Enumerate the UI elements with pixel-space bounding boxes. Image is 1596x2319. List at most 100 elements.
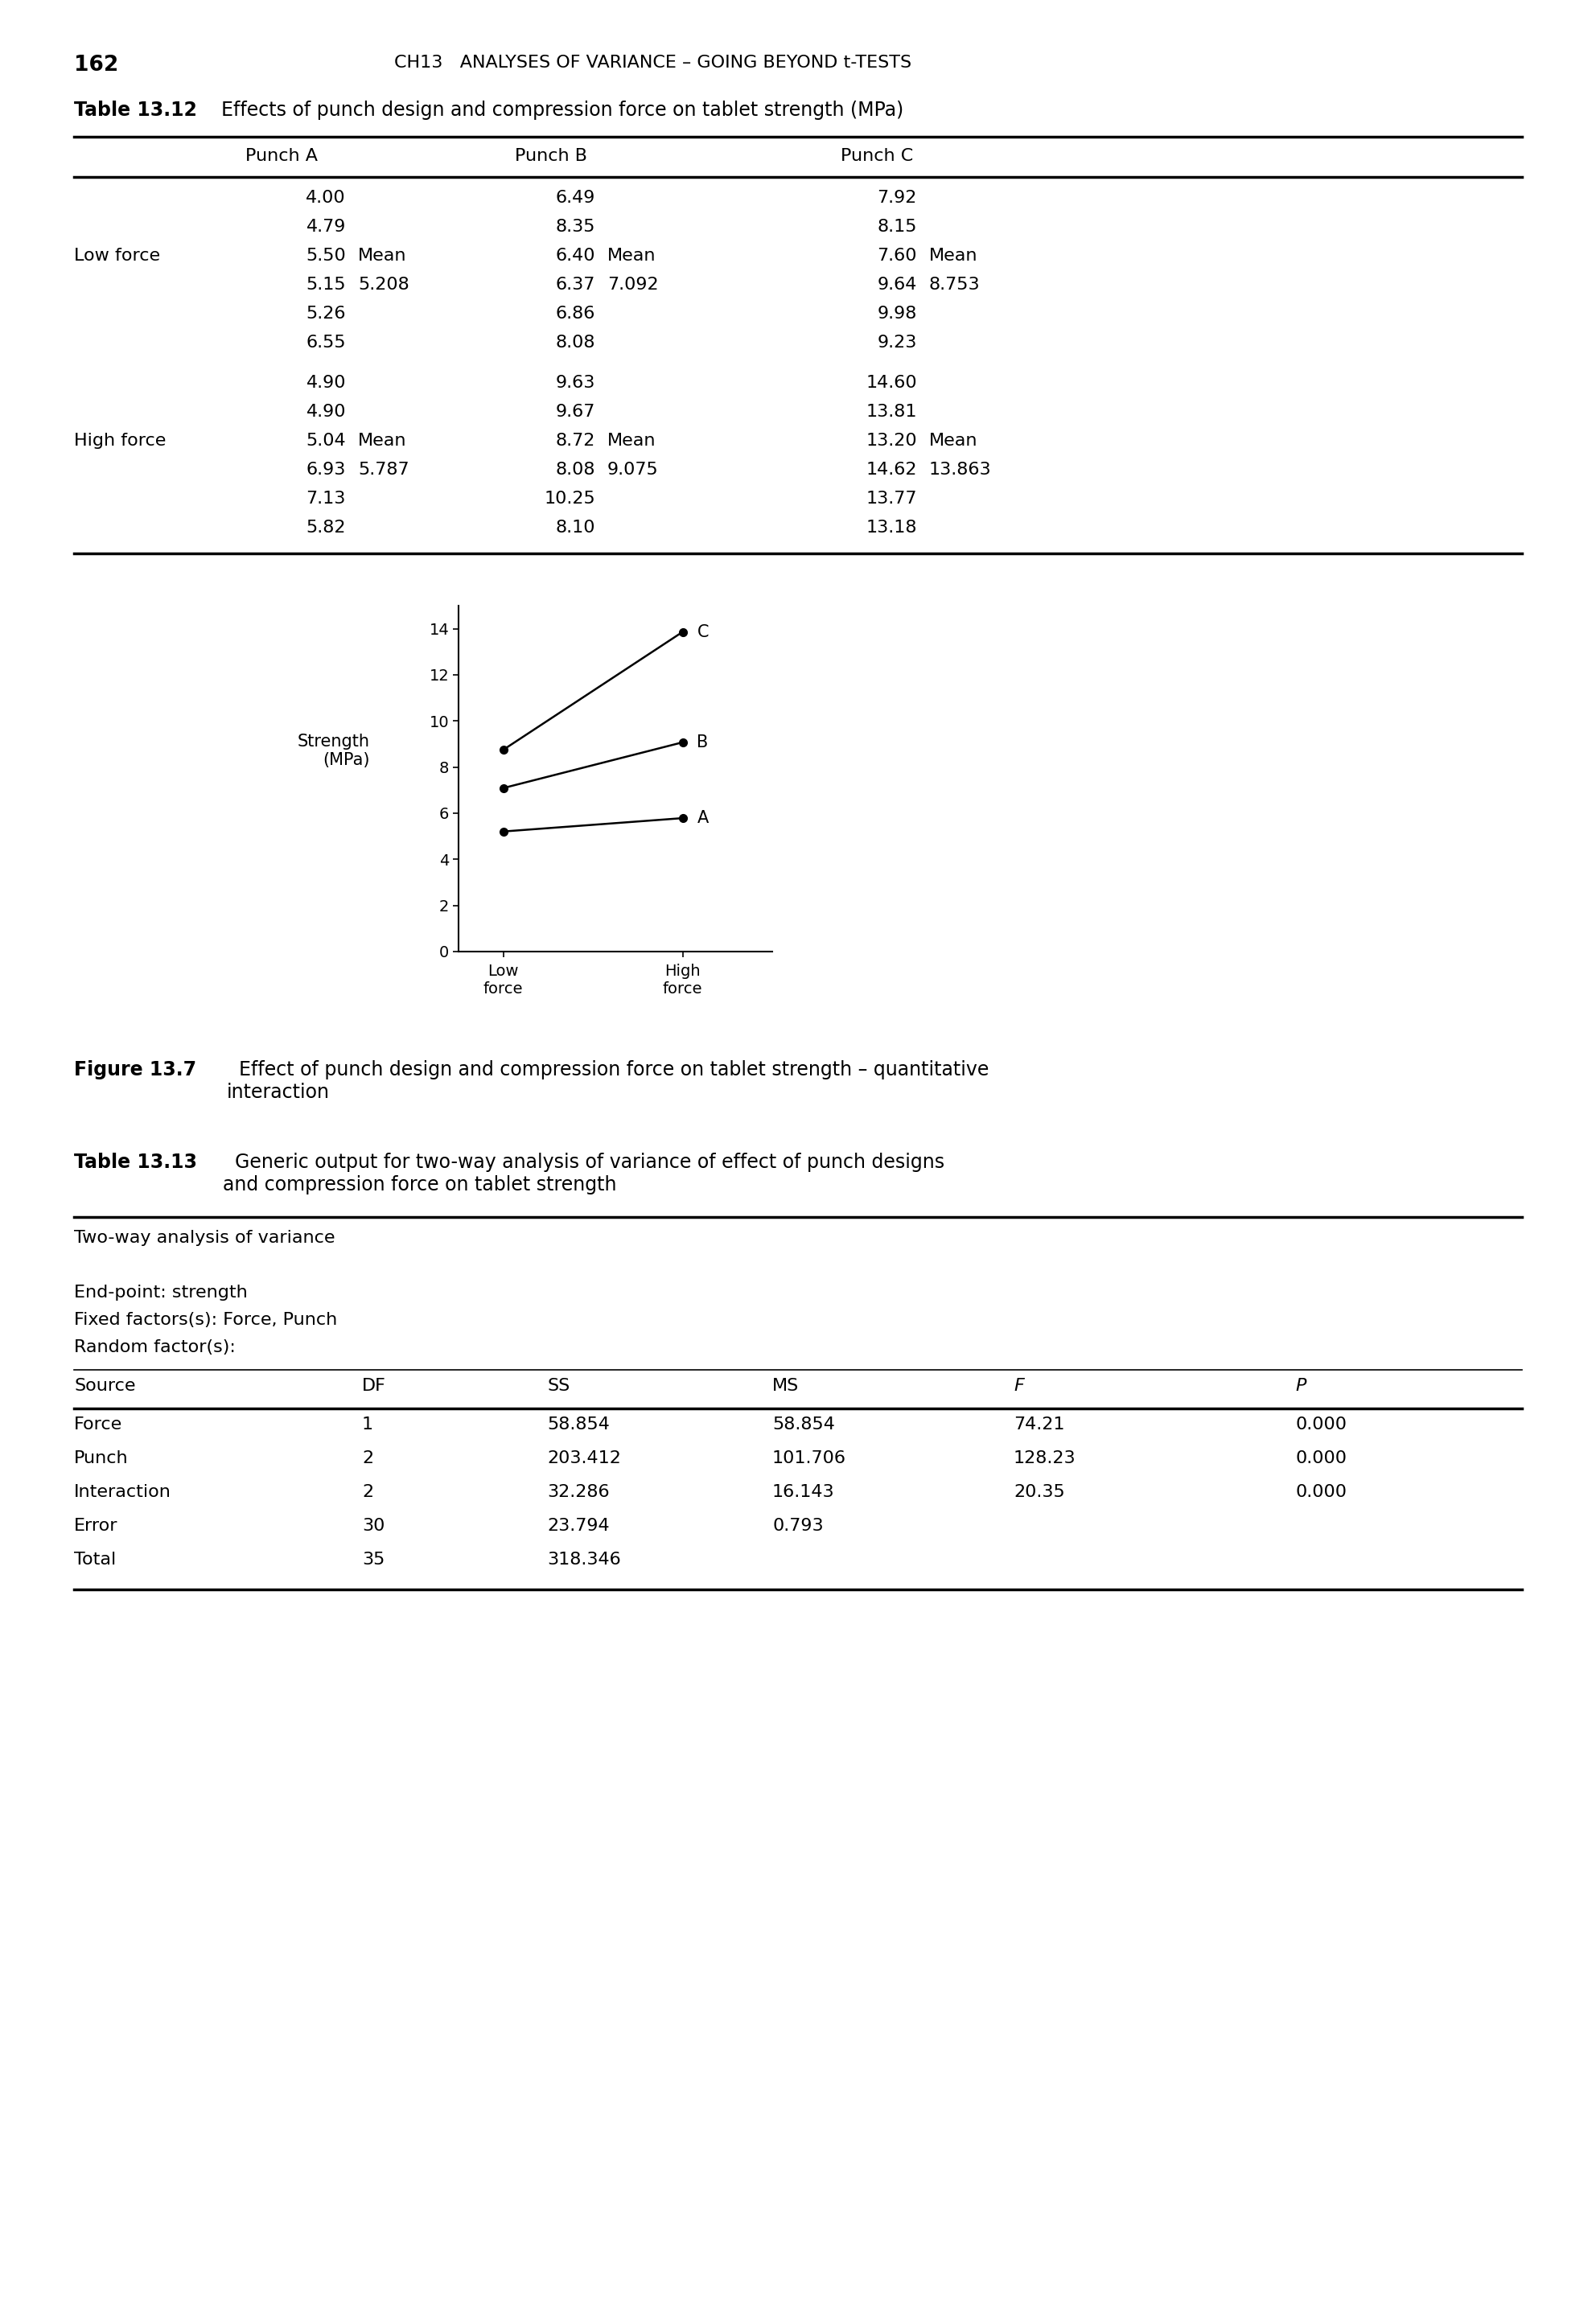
Text: 6.37: 6.37: [555, 276, 595, 292]
Text: Table 13.13: Table 13.13: [73, 1153, 196, 1171]
Text: 35: 35: [362, 1551, 385, 1568]
Text: Effect of punch design and compression force on tablet strength – quantitative
i: Effect of punch design and compression f…: [227, 1060, 990, 1102]
Text: 8.10: 8.10: [555, 519, 595, 536]
Text: 8.753: 8.753: [929, 276, 980, 292]
Text: 13.77: 13.77: [867, 492, 918, 508]
Text: 14.60: 14.60: [867, 376, 918, 392]
Text: Punch C: Punch C: [841, 148, 913, 165]
Text: 6.86: 6.86: [555, 306, 595, 322]
Text: 1: 1: [362, 1417, 373, 1433]
Text: 9.075: 9.075: [608, 461, 659, 478]
Text: 0.793: 0.793: [772, 1519, 824, 1533]
Text: 101.706: 101.706: [772, 1449, 846, 1466]
Text: Mean: Mean: [929, 434, 978, 450]
Text: Mean: Mean: [608, 434, 656, 450]
Text: Punch: Punch: [73, 1449, 128, 1466]
Text: 16.143: 16.143: [772, 1484, 835, 1500]
Text: 6.49: 6.49: [555, 190, 595, 206]
Text: 9.23: 9.23: [878, 334, 918, 350]
Text: 7.60: 7.60: [878, 248, 918, 264]
Text: 58.854: 58.854: [772, 1417, 835, 1433]
Text: 13.863: 13.863: [929, 461, 991, 478]
Text: Generic output for two-way analysis of variance of effect of punch designs
and c: Generic output for two-way analysis of v…: [223, 1153, 945, 1194]
Text: 23.794: 23.794: [547, 1519, 610, 1533]
Text: End-point: strength: End-point: strength: [73, 1285, 247, 1301]
Text: Source: Source: [73, 1377, 136, 1394]
Text: 8.35: 8.35: [555, 218, 595, 234]
Text: 20.35: 20.35: [1013, 1484, 1065, 1500]
Text: 5.50: 5.50: [306, 248, 346, 264]
Text: P: P: [1294, 1377, 1306, 1394]
Text: 5.208: 5.208: [358, 276, 409, 292]
Text: Mean: Mean: [358, 248, 407, 264]
Text: 7.13: 7.13: [306, 492, 346, 508]
Text: 318.346: 318.346: [547, 1551, 621, 1568]
Text: 9.67: 9.67: [555, 404, 595, 420]
Text: 162: 162: [73, 56, 118, 77]
Text: CH13   ANALYSES OF VARIANCE – GOING BEYOND t-TESTS: CH13 ANALYSES OF VARIANCE – GOING BEYOND…: [394, 56, 911, 72]
Text: 5.787: 5.787: [358, 461, 409, 478]
Text: Error: Error: [73, 1519, 118, 1533]
Text: 2: 2: [362, 1484, 373, 1500]
Text: 5.15: 5.15: [306, 276, 346, 292]
Text: 5.26: 5.26: [306, 306, 346, 322]
Text: 9.63: 9.63: [555, 376, 595, 392]
Text: 6.93: 6.93: [306, 461, 346, 478]
Text: B: B: [697, 735, 709, 751]
Text: Force: Force: [73, 1417, 123, 1433]
Text: 8.08: 8.08: [555, 461, 595, 478]
Text: 8.72: 8.72: [555, 434, 595, 450]
Text: Punch A: Punch A: [246, 148, 318, 165]
Text: C: C: [697, 624, 709, 640]
Text: 10.25: 10.25: [544, 492, 595, 508]
Text: 9.98: 9.98: [878, 306, 918, 322]
Text: High force: High force: [73, 434, 166, 450]
Text: 13.18: 13.18: [867, 519, 918, 536]
Text: 14.62: 14.62: [867, 461, 918, 478]
Text: 7.92: 7.92: [878, 190, 918, 206]
Text: Table 13.12: Table 13.12: [73, 100, 196, 121]
Text: 6.40: 6.40: [555, 248, 595, 264]
Text: 5.82: 5.82: [306, 519, 346, 536]
Text: 5.04: 5.04: [306, 434, 346, 450]
Text: 13.81: 13.81: [867, 404, 918, 420]
Text: Two-way analysis of variance: Two-way analysis of variance: [73, 1229, 335, 1245]
Text: 0.000: 0.000: [1294, 1484, 1347, 1500]
Text: 2: 2: [362, 1449, 373, 1466]
Text: Punch B: Punch B: [516, 148, 587, 165]
Text: DF: DF: [362, 1377, 386, 1394]
Text: Figure 13.7: Figure 13.7: [73, 1060, 196, 1078]
Text: 0.000: 0.000: [1294, 1449, 1347, 1466]
Text: 58.854: 58.854: [547, 1417, 610, 1433]
Text: Strength
(MPa): Strength (MPa): [297, 733, 370, 768]
Text: Fixed factors(s): Force, Punch: Fixed factors(s): Force, Punch: [73, 1313, 337, 1329]
Text: 32.286: 32.286: [547, 1484, 610, 1500]
Text: 4.79: 4.79: [306, 218, 346, 234]
Text: MS: MS: [772, 1377, 800, 1394]
Text: 7.092: 7.092: [608, 276, 659, 292]
Text: 13.20: 13.20: [867, 434, 918, 450]
Text: 4.90: 4.90: [306, 376, 346, 392]
Text: 0.000: 0.000: [1294, 1417, 1347, 1433]
Text: Mean: Mean: [358, 434, 407, 450]
Text: 4.90: 4.90: [306, 404, 346, 420]
Text: A: A: [697, 809, 709, 826]
Text: 8.08: 8.08: [555, 334, 595, 350]
Text: Interaction: Interaction: [73, 1484, 171, 1500]
Text: Total: Total: [73, 1551, 117, 1568]
Text: 128.23: 128.23: [1013, 1449, 1076, 1466]
Text: F: F: [1013, 1377, 1025, 1394]
Text: Low force: Low force: [73, 248, 160, 264]
Text: SS: SS: [547, 1377, 570, 1394]
Text: 74.21: 74.21: [1013, 1417, 1065, 1433]
Text: Mean: Mean: [608, 248, 656, 264]
Text: 9.64: 9.64: [878, 276, 918, 292]
Text: Mean: Mean: [929, 248, 978, 264]
Text: 4.00: 4.00: [306, 190, 346, 206]
Text: 8.15: 8.15: [878, 218, 918, 234]
Text: 30: 30: [362, 1519, 385, 1533]
Text: 6.55: 6.55: [306, 334, 346, 350]
Text: 203.412: 203.412: [547, 1449, 621, 1466]
Text: Random factor(s):: Random factor(s):: [73, 1340, 236, 1354]
Text: Effects of punch design and compression force on tablet strength (MPa): Effects of punch design and compression …: [209, 100, 903, 121]
